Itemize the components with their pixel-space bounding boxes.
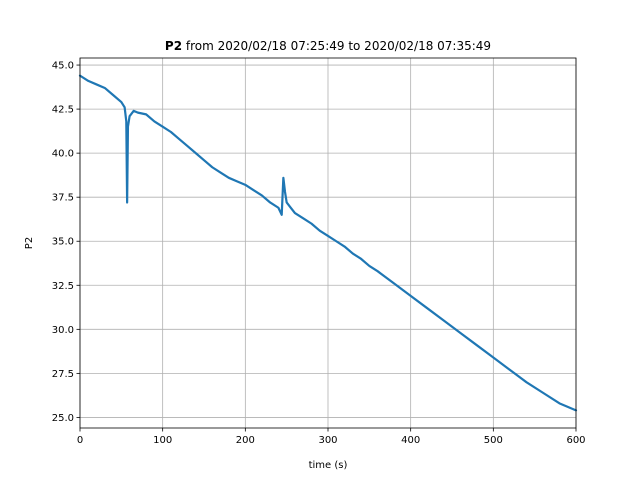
chart-title-rest: from 2020/02/18 07:25:49 to 2020/02/18 0…	[182, 39, 491, 53]
y-tick-label: 45.0	[52, 61, 74, 72]
y-axis-ticks: 25.0 27.5 30.0 32.5 35.0 37.5 40.0 42.5 45.0	[52, 61, 80, 424]
y-tick-label: 32.5	[52, 281, 74, 292]
x-tick-label: 0	[77, 435, 83, 446]
y-tick-label: 40.0	[52, 149, 74, 160]
y-tick-label: 35.0	[52, 237, 74, 248]
y-axis-label: P2	[24, 237, 35, 249]
x-tick-label: 200	[236, 435, 255, 446]
x-axis-ticks: 0 100 200 300 400 500 600	[77, 428, 586, 446]
chart-title: P2 from 2020/02/18 07:25:49 to 2020/02/1…	[165, 39, 491, 53]
x-tick-label: 600	[566, 435, 585, 446]
series-line	[78, 74, 578, 412]
y-tick-label: 27.5	[52, 369, 74, 380]
y-tick-label: 42.5	[52, 105, 74, 116]
y-tick-label: 30.0	[52, 325, 74, 336]
y-tick-label: 25.0	[52, 413, 74, 424]
x-tick-label: 500	[484, 435, 503, 446]
x-tick-label: 100	[153, 435, 172, 446]
series-layer	[78, 74, 578, 412]
x-tick-label: 400	[401, 435, 420, 446]
chart-title-bold: P2	[165, 39, 182, 53]
x-axis-label: time (s)	[309, 460, 348, 471]
y-tick-label: 37.5	[52, 193, 74, 204]
x-tick-label: 300	[318, 435, 337, 446]
